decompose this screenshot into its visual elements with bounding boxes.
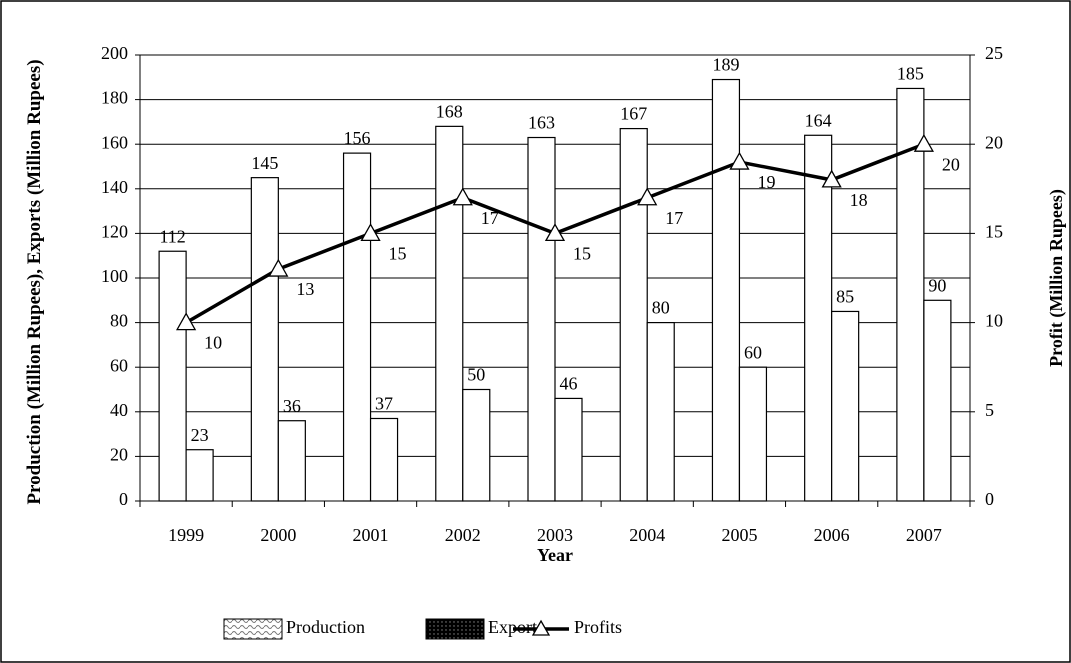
legend-label: Exports: [488, 617, 544, 637]
data-label: 37: [375, 394, 393, 414]
data-label: 167: [620, 104, 647, 124]
x-axis-title: Year: [537, 545, 573, 565]
y2-tick-label: 0: [985, 489, 994, 509]
data-label: 145: [251, 153, 278, 173]
bar: [462, 388, 491, 502]
x-tick-label: 2004: [629, 525, 665, 545]
data-label: 185: [897, 64, 924, 84]
x-tick-label: 1999: [168, 525, 204, 545]
y-tick-label: 160: [101, 132, 128, 152]
y-tick-label: 120: [101, 222, 128, 242]
data-label: 112: [159, 226, 185, 246]
data-label: 156: [344, 128, 371, 148]
x-tick-label: 2001: [353, 525, 389, 545]
bar: [646, 322, 675, 502]
y2-tick-label: 15: [985, 222, 1003, 242]
data-label: 80: [652, 298, 670, 318]
data-label: 19: [757, 172, 775, 192]
data-label: 90: [928, 275, 946, 295]
y-tick-label: 200: [101, 43, 128, 63]
marker: [729, 151, 750, 170]
data-label: 163: [528, 113, 555, 133]
bar: [250, 177, 279, 502]
marker: [268, 258, 289, 277]
data-label: 18: [850, 190, 868, 210]
marker: [913, 133, 935, 152]
legend-label: Production: [286, 617, 365, 637]
bar: [831, 310, 860, 502]
x-tick-label: 2000: [260, 525, 296, 545]
legend-marker: [531, 619, 551, 636]
y-tick-label: 80: [110, 311, 128, 331]
data-label: 17: [665, 208, 683, 228]
legend-label: Profits: [574, 617, 622, 637]
x-tick-label: 2006: [814, 525, 850, 545]
marker: [821, 169, 842, 188]
bar: [277, 420, 306, 502]
marker: [544, 223, 566, 242]
y2-axis-title: Profit (Million Rupees): [1046, 189, 1067, 367]
data-label: 10: [204, 333, 222, 353]
data-label: 13: [296, 279, 314, 299]
marker: [175, 312, 197, 331]
marker: [637, 187, 658, 206]
bar: [158, 250, 187, 502]
bar: [711, 78, 741, 502]
data-label: 23: [191, 425, 209, 445]
y-axis-title: Production (Million Rupees), Exports (Mi…: [24, 59, 45, 505]
y2-tick-label: 10: [985, 311, 1003, 331]
y-tick-label: 40: [110, 400, 128, 420]
y-tick-label: 60: [110, 355, 128, 375]
y-tick-label: 20: [110, 445, 128, 465]
x-tick-label: 2003: [537, 525, 573, 545]
data-label: 17: [481, 208, 499, 228]
y-tick-label: 140: [101, 177, 128, 197]
y-tick-label: 100: [101, 266, 128, 286]
bar: [619, 127, 648, 502]
data-label: 46: [560, 374, 578, 394]
data-label: 60: [744, 342, 762, 362]
bar: [896, 87, 925, 502]
bar: [804, 134, 833, 502]
data-label: 85: [836, 287, 854, 307]
marker: [360, 223, 381, 242]
legend-swatch: [425, 618, 485, 640]
data-label: 168: [436, 101, 463, 121]
y-tick-label: 180: [101, 88, 128, 108]
data-label: 164: [805, 110, 832, 130]
data-label: 36: [283, 396, 301, 416]
data-label: 50: [467, 365, 485, 385]
bar: [185, 449, 214, 502]
x-tick-label: 2007: [906, 525, 942, 545]
x-tick-label: 2005: [721, 525, 757, 545]
marker: [452, 187, 473, 206]
data-label: 15: [573, 244, 591, 264]
bar: [435, 125, 464, 502]
y2-tick-label: 5: [985, 400, 994, 420]
legend-swatch: [223, 618, 283, 640]
bar: [369, 417, 399, 502]
y2-tick-label: 20: [985, 132, 1003, 152]
data-label: 20: [942, 154, 960, 174]
data-label: 189: [712, 55, 739, 75]
x-tick-label: 2002: [445, 525, 481, 545]
bar: [923, 299, 952, 502]
y-tick-label: 0: [119, 489, 128, 509]
data-label: 15: [389, 244, 407, 264]
bar: [554, 397, 583, 502]
y2-tick-label: 25: [985, 43, 1003, 63]
bar: [738, 366, 768, 502]
bar: [342, 152, 372, 502]
bar: [527, 136, 556, 502]
